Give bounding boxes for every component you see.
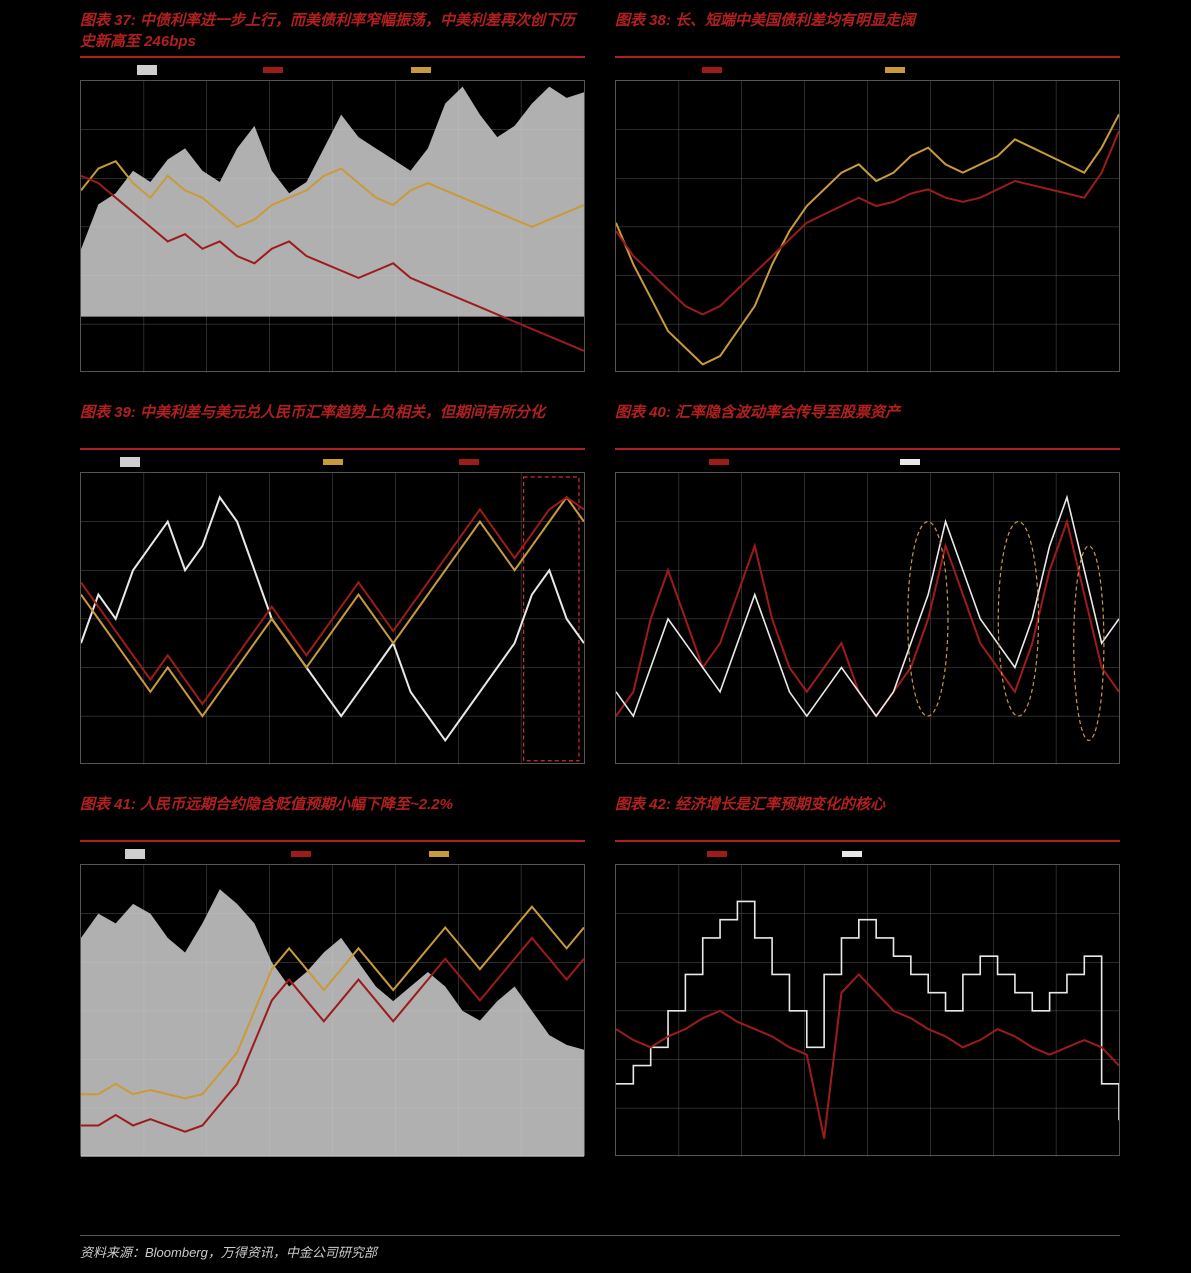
legend-swatch <box>429 851 449 857</box>
legend-item: 中美10年期国债利差（右，bps） <box>120 456 293 468</box>
chart-panel-42: 图表 42: 经济增长是汇率预期变化的核心 12M隐含贬值幅度 花旗中国经济意外指数… <box>615 794 1120 1156</box>
legend-item: USDCNY即期汇率 <box>291 848 399 860</box>
legend-swatch <box>120 457 140 467</box>
legend-swatch <box>459 459 479 465</box>
chart-panel-38: 图表 38: 长、短端中美国债利差均有明显走阔中美10年期国债利差（bps）中美… <box>615 10 1120 372</box>
legend-swatch <box>707 851 727 857</box>
report-page: 图表 37: 中债利率进一步上行，而美债利率窄幅振荡，中美利差再次创下历史新高至… <box>0 0 1191 1273</box>
chart-plot <box>615 864 1120 1156</box>
legend-swatch <box>842 851 862 857</box>
chart-title: 图表 39: 中美利差与美元兑人民币汇率趋势上负相关，但期间有所分化 <box>80 402 585 450</box>
chart-plot <box>80 472 585 764</box>
chart-plot <box>615 80 1120 372</box>
legend-swatch <box>323 459 343 465</box>
chart-title: 图表 38: 长、短端中美国债利差均有明显走阔 <box>615 10 1120 58</box>
chart-legend: 美元兑人民币3个月隐含波动率 恒生波动率指数（右） <box>615 456 1120 468</box>
chart-panel-40: 图表 40: 汇率隐含波动率会传导至股票资产美元兑人民币3个月隐含波动率 恒生波动… <box>615 402 1120 764</box>
legend-swatch <box>291 851 311 857</box>
chart-legend: 12M隐含贬值幅度（右） USDCNY即期汇率 USDCNY 12MNDF <box>80 848 585 860</box>
legend-item: USDCNY 12MNDF <box>429 848 540 860</box>
legend-swatch <box>125 849 145 859</box>
legend-item: 12M隐含贬值幅度 <box>707 848 812 860</box>
legend-swatch <box>263 67 283 73</box>
legend-item: 美元兑人民币3个月隐含波动率 <box>709 456 871 468</box>
chart-plot <box>615 472 1120 764</box>
chart-title: 图表 40: 汇率隐含波动率会传导至股票资产 <box>615 402 1120 450</box>
chart-grid: 图表 37: 中债利率进一步上行，而美债利率窄幅振荡，中美利差再次创下历史新高至… <box>80 10 1120 1156</box>
chart-plot <box>80 80 585 372</box>
legend-swatch <box>137 65 157 75</box>
chart-plot <box>80 864 585 1156</box>
legend-swatch <box>702 67 722 73</box>
chart-panel-39: 图表 39: 中美利差与美元兑人民币汇率趋势上负相关，但期间有所分化中美10年期… <box>80 402 585 764</box>
legend-swatch <box>900 459 920 465</box>
chart-legend: 12M隐含贬值幅度 花旗中国经济意外指数（右，逆序） <box>615 848 1120 860</box>
legend-swatch <box>885 67 905 73</box>
chart-title: 图表 41: 人民币远期合约隐含贬值预期小幅下降至~2.2% <box>80 794 585 842</box>
legend-item: 花旗中国经济意外指数（右，逆序） <box>842 848 1028 860</box>
chart-panel-37: 图表 37: 中债利率进一步上行，而美债利率窄幅振荡，中美利差再次创下历史新高至… <box>80 10 585 372</box>
chart-title: 图表 42: 经济增长是汇率预期变化的核心 <box>615 794 1120 842</box>
legend-item: 美国10年期国债利率 <box>411 64 528 76</box>
chart-legend: 中美10年期国债利差（右，bps） 美元兑离岸人民币 美元兑人民币 <box>80 456 585 468</box>
legend-item: 美元兑人民币 <box>459 456 545 468</box>
legend-swatch <box>411 67 431 73</box>
source-note: 资料来源：Bloomberg，万得资讯，中金公司研究部 <box>80 1235 1120 1261</box>
legend-item: 恒生波动率指数（右） <box>900 456 1026 468</box>
legend-item: 中国10年期国债利率 <box>263 64 380 76</box>
legend-swatch <box>709 459 729 465</box>
legend-item: 美元兑离岸人民币 <box>323 456 429 468</box>
chart-legend: 中美利差（右） 中国10年期国债利率 美国10年期国债利率 <box>80 64 585 76</box>
chart-legend: 中美10年期国债利差（bps） 中美2年期国债利差（bps） <box>615 64 1120 76</box>
chart-panel-41: 图表 41: 人民币远期合约隐含贬值预期小幅下降至~2.2% 12M隐含贬值幅度（… <box>80 794 585 1156</box>
legend-item: 12M隐含贬值幅度（右） <box>125 848 260 860</box>
legend-item: 中美利差（右） <box>137 64 233 76</box>
legend-item: 中美2年期国债利差（bps） <box>885 64 1033 76</box>
chart-title: 图表 37: 中债利率进一步上行，而美债利率窄幅振荡，中美利差再次创下历史新高至… <box>80 10 585 58</box>
legend-item: 中美10年期国债利差（bps） <box>702 64 855 76</box>
